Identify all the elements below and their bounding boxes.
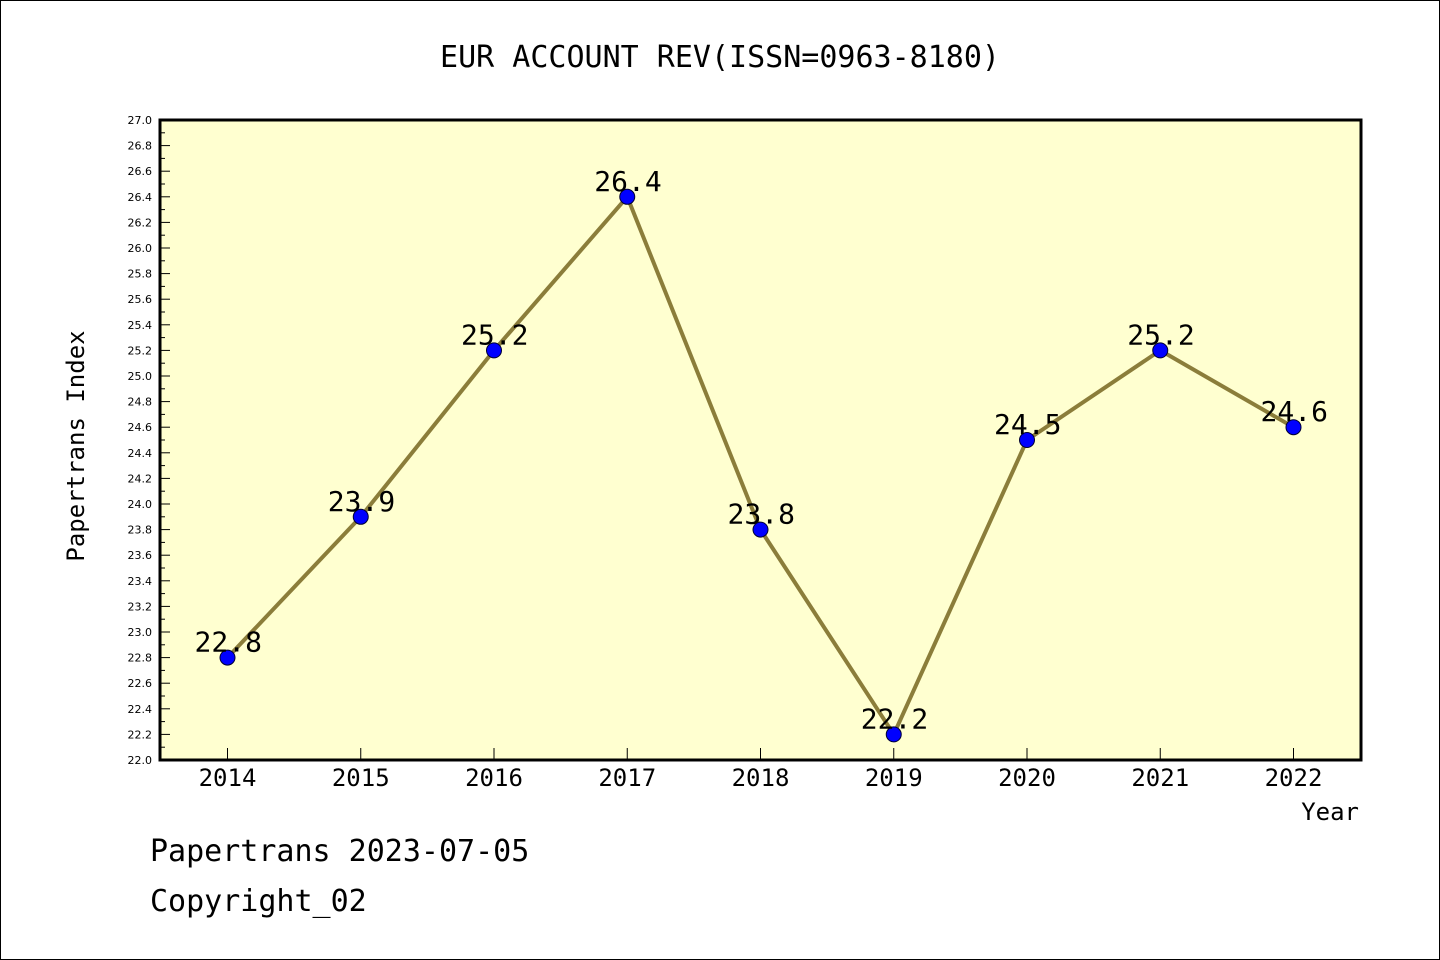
y-tick-label: 25.4 (128, 319, 153, 332)
x-tick-label: 2015 (332, 764, 390, 792)
x-tick-label: 2017 (598, 764, 656, 792)
x-tick-label: 2016 (465, 764, 523, 792)
y-tick-label: 26.4 (128, 191, 153, 204)
y-tick-label: 24.2 (128, 472, 153, 485)
data-labels-layer: 22.8 23.9 25.2 26.4 23.8 22.2 24.5 25.2 24.6 (195, 165, 1328, 736)
x-axis-label: Year (1301, 798, 1359, 826)
x-axis-ticks: 2014 2015 2016 2017 2018 2019 2020 2021 2022 (199, 748, 1323, 792)
data-label: 23.9 (328, 485, 395, 518)
data-label: 24.5 (994, 408, 1061, 441)
data-point-marker (752, 521, 769, 538)
data-point-marker (1152, 342, 1169, 359)
y-tick-label: 22.8 (128, 652, 153, 665)
y-tick-label: 27.0 (128, 114, 153, 127)
data-label: 26.4 (594, 165, 661, 198)
y-tick-label: 23.8 (128, 524, 153, 537)
data-point-marker (1285, 419, 1302, 436)
y-tick-label: 26.2 (128, 216, 153, 229)
y-tick-label: 22.0 (128, 754, 153, 767)
data-label: 25.2 (1127, 318, 1194, 351)
y-tick-label: 26.6 (128, 165, 153, 178)
y-tick-label: 23.6 (128, 549, 153, 562)
footer-date-text: Papertrans 2023-07-05 (150, 834, 530, 869)
y-tick-label: 24.8 (128, 396, 153, 409)
y-tick-label: 22.4 (128, 703, 153, 716)
y-axis-ticks: 22.0 22.2 22.4 22.6 22.8 23.0 23.2 23.4 23.6 23.8… (128, 114, 170, 767)
data-point-marker (619, 188, 636, 205)
y-tick-label: 24.4 (128, 447, 153, 460)
chart-title: EUR ACCOUNT REV(ISSN=0963-8180) (440, 40, 1000, 75)
x-tick-label: 2019 (865, 764, 923, 792)
data-label: 24.6 (1261, 395, 1328, 428)
data-label: 25.2 (461, 318, 528, 351)
data-label: 23.8 (728, 498, 795, 531)
data-point-marker (1019, 432, 1035, 448)
plot-area (158, 118, 1363, 762)
data-label: 22.2 (861, 702, 928, 735)
data-point-marker (219, 649, 236, 666)
y-tick-label: 24.6 (128, 421, 153, 434)
footer-copyright-text: Copyright_02 (150, 884, 367, 919)
y-tick-label: 25.6 (128, 293, 153, 306)
y-tick-label: 22.6 (128, 677, 153, 690)
x-tick-label: 2020 (998, 764, 1056, 792)
y-tick-label: 25.8 (128, 268, 153, 281)
y-tick-label: 26.8 (128, 140, 153, 153)
x-tick-label: 2021 (1131, 764, 1189, 792)
y-tick-label: 26.0 (128, 242, 153, 255)
data-label: 22.8 (195, 626, 262, 659)
data-point-marker (352, 508, 369, 525)
y-tick-label: 24.0 (128, 498, 153, 511)
y-tick-label: 23.0 (128, 626, 153, 639)
y-axis-label: Papertrans Index (62, 330, 90, 561)
y-tick-label: 23.4 (128, 575, 153, 588)
y-tick-label: 25.0 (128, 370, 153, 383)
y-tick-label: 23.2 (128, 600, 153, 613)
x-tick-label: 2018 (732, 764, 790, 792)
x-tick-label: 2022 (1265, 764, 1323, 792)
data-point-marker (486, 342, 502, 359)
x-tick-label: 2014 (199, 764, 257, 792)
data-point-marker (885, 726, 902, 743)
y-tick-label: 25.2 (128, 344, 153, 357)
y-tick-label: 22.2 (128, 728, 153, 741)
series-layer (219, 188, 1302, 743)
